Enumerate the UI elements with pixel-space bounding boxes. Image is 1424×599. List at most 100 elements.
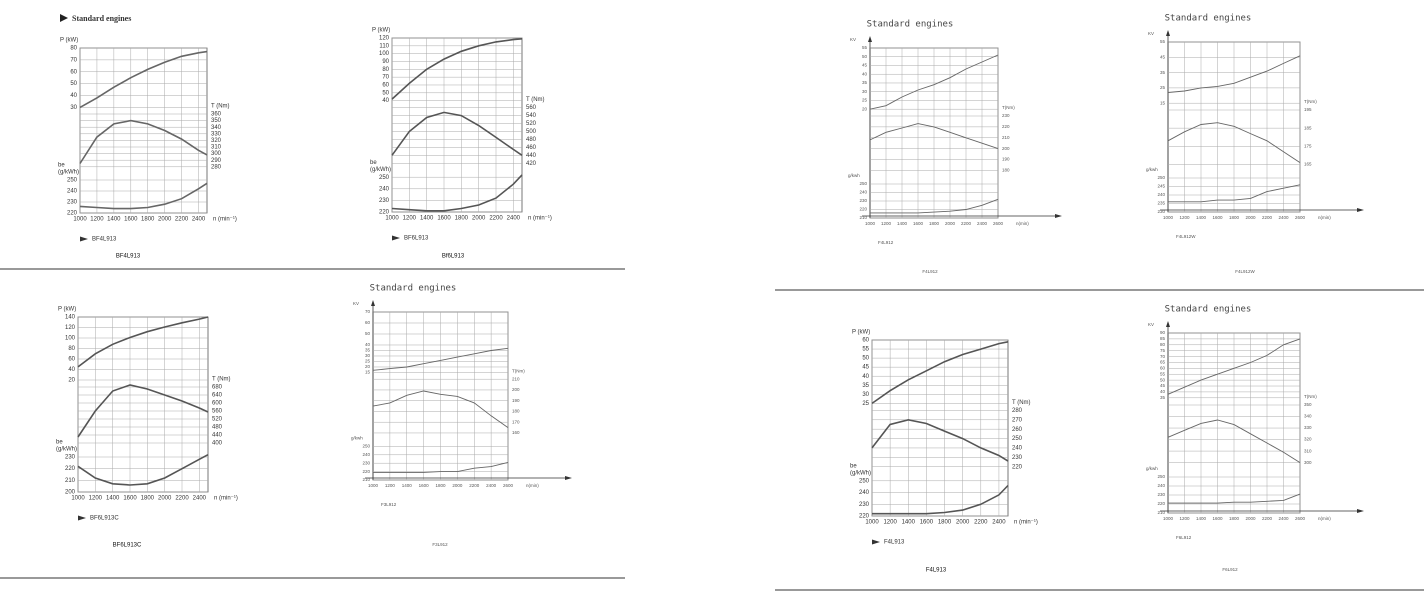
y-tick-label: 240 <box>1012 446 1023 452</box>
y-tick-label: 60 <box>70 69 77 75</box>
section-header: Standard engines <box>72 14 131 23</box>
x-tick-label: 1000 <box>368 483 379 488</box>
x-tick-label: 2000 <box>472 216 486 222</box>
x-tick-label: 1600 <box>1212 516 1223 521</box>
x-tick-label: 1000 <box>71 496 85 502</box>
y-tick-label: 110 <box>379 43 389 49</box>
x-arrow-head <box>1357 208 1364 212</box>
axis-label: T(Nm) <box>1002 105 1015 110</box>
axis-label: g/kwh <box>351 436 363 441</box>
x-tick-label: 1400 <box>420 216 434 222</box>
y-tick-label: 640 <box>212 393 223 399</box>
y-tick-label: 80 <box>382 67 389 73</box>
y-tick-label: 230 <box>859 198 867 203</box>
y-tick-label: 600 <box>212 401 223 407</box>
axis-label: KV <box>353 301 359 306</box>
y-tick-label: 45 <box>1160 383 1166 388</box>
y-tick-label: 30 <box>862 392 869 398</box>
chart-title: Standard engines <box>867 20 954 30</box>
y-tick-label: 440 <box>526 153 537 159</box>
y-tick-label: 60 <box>365 320 371 325</box>
curve <box>1168 184 1301 203</box>
y-tick-label: 230 <box>1157 492 1165 497</box>
y-tick-label: 15 <box>365 370 371 375</box>
axis-label: (g/kWh) <box>58 170 79 176</box>
axis-label: (g/kWh) <box>850 470 871 476</box>
y-tick-label: 230 <box>65 455 76 461</box>
engine-chart: Standard engines 1000 1200 1400 1600 1800 2000… <box>1146 14 1364 274</box>
curve <box>391 174 523 212</box>
x-axis-label: n (min⁻¹) <box>528 216 552 222</box>
y-tick-label: 60 <box>862 338 869 344</box>
x-tick-label: 1800 <box>141 496 155 502</box>
curve <box>1167 338 1301 395</box>
footnote: BF4L913 <box>92 237 117 243</box>
y-tick-label: 50 <box>382 90 389 96</box>
x-arrow-head <box>565 476 572 480</box>
curve <box>869 123 999 150</box>
y-tick-label: 80 <box>68 346 75 352</box>
x-tick-label: 1000 <box>865 520 879 526</box>
curve <box>1167 419 1301 463</box>
y-tick-label: 90 <box>382 59 389 65</box>
plot-frame <box>79 47 208 214</box>
y-tick-label: 25 <box>365 359 371 364</box>
y-tick-label: 35 <box>862 80 868 85</box>
y-arrow-head <box>868 36 872 42</box>
y-tick-label: 50 <box>365 331 371 336</box>
x-tick-label: 1400 <box>902 520 916 526</box>
x-tick-label: 1200 <box>883 520 897 526</box>
axis-label: g/kwh <box>848 173 860 178</box>
caption: F4L913 <box>926 568 947 574</box>
y-tick-label: 20 <box>68 378 75 384</box>
y-tick-label: 330 <box>211 131 222 137</box>
x-tick-label: 1400 <box>1196 215 1207 220</box>
y-tick-label: 15 <box>1160 100 1166 105</box>
y-arrow-head <box>1166 321 1170 327</box>
y-tick-label: 250 <box>379 175 390 181</box>
axis-label: T (Nm) <box>1012 400 1031 406</box>
chart-title: Standard engines <box>370 284 457 294</box>
y-tick-label: 190 <box>512 398 520 403</box>
axis-label: g/kwh <box>1146 466 1158 471</box>
y-tick-label: 75 <box>1160 348 1166 353</box>
curve <box>871 341 1009 405</box>
y-tick-label: 40 <box>862 71 868 76</box>
y-tick-label: 40 <box>862 374 869 380</box>
y-tick-label: 230 <box>859 502 870 508</box>
y-tick-label: 250 <box>1012 436 1023 442</box>
y-tick-label: 160 <box>512 430 520 435</box>
y-tick-label: 175 <box>1304 143 1312 148</box>
x-tick-label: 2400 <box>193 496 207 502</box>
y-tick-label: 500 <box>526 129 537 135</box>
y-tick-label: 230 <box>379 198 390 204</box>
x-tick-label: 2400 <box>192 217 206 223</box>
axis-label: be <box>56 440 63 446</box>
y-tick-label: 45 <box>1160 54 1166 59</box>
y-tick-label: 65 <box>1160 360 1166 365</box>
axis-label: T(Nm) <box>1304 394 1317 399</box>
curve <box>870 198 999 214</box>
x-tick-label: 1000 <box>385 216 399 222</box>
curve <box>1167 55 1301 93</box>
x-tick-label: 1200 <box>1179 516 1190 521</box>
x-tick-label: 2000 <box>945 221 956 226</box>
y-tick-label: 120 <box>65 325 76 331</box>
x-tick-label: 2200 <box>961 221 972 226</box>
y-tick-label: 230 <box>1157 209 1165 214</box>
y-tick-label: 300 <box>1304 460 1312 465</box>
x-tick-label: 2400 <box>1278 215 1289 220</box>
y-tick-label: 230 <box>67 200 78 206</box>
x-arrow-head <box>1055 214 1062 218</box>
y-tick-label: 185 <box>1304 125 1312 130</box>
footnote: F4L912W <box>1176 234 1196 239</box>
plot-frame <box>871 339 1009 517</box>
x-tick-label: 2400 <box>486 483 497 488</box>
curve <box>79 50 208 109</box>
engine-chart: 1000 1200 1400 1600 1800 2000 2200 2400 n (min⁻¹… <box>58 38 237 260</box>
y-tick-label: 210 <box>859 215 867 220</box>
y-tick-label: 200 <box>1002 146 1010 151</box>
x-tick-label: 1800 <box>455 216 469 222</box>
y-tick-label: 50 <box>862 356 869 362</box>
y-tick-label: 210 <box>1157 510 1165 515</box>
